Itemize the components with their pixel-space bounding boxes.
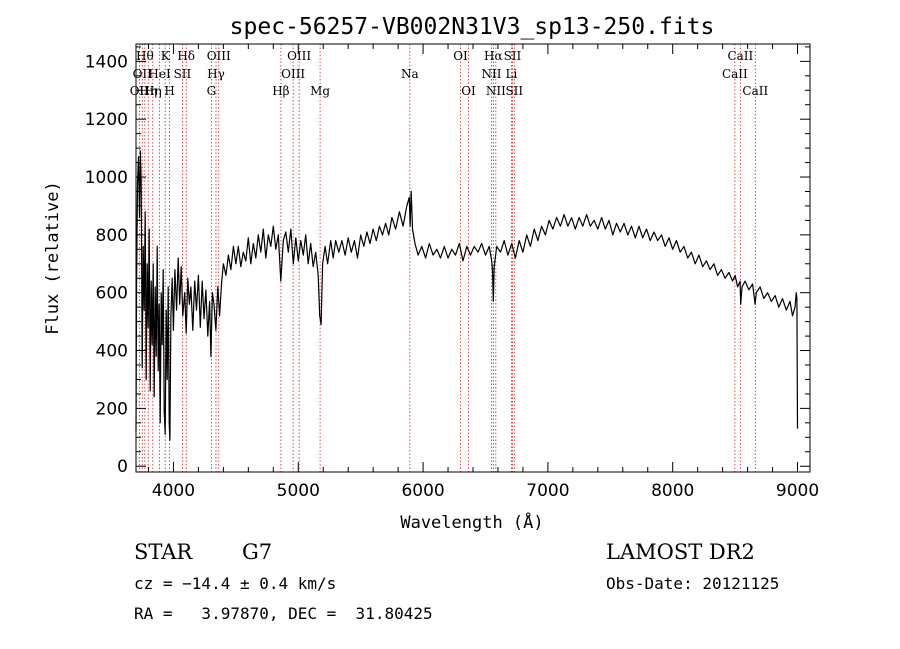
object-class: STAR <box>134 540 193 564</box>
line-marker-label: Hα <box>484 49 503 63</box>
line-marker-label: Hδ <box>177 49 195 63</box>
y-axis-label: Flux (relative) <box>43 181 63 335</box>
x-tick-label: 6000 <box>401 481 444 501</box>
y-tick-label: 1000 <box>85 168 128 188</box>
line-marker-label: Hγ <box>207 67 225 81</box>
line-marker-label: Mg <box>310 84 330 98</box>
coordinates-text: RA = 3.97870, DEC = 31.80425 <box>134 604 433 623</box>
x-tick-label: 9000 <box>776 481 819 501</box>
line-marker-label: SII <box>174 67 192 81</box>
y-tick-label: 1400 <box>85 52 128 72</box>
y-tick-label: 0 <box>117 457 128 477</box>
line-marker-labels: OIIOIIHθHηHηHeIKHSIIHδGHγOIIIHβOIIIOIIIM… <box>130 49 769 98</box>
obs-date: Obs-Date: 20121125 <box>606 574 780 593</box>
axis-ticks <box>136 44 810 472</box>
y-tick-label: 600 <box>96 284 128 304</box>
y-tick-label: 400 <box>96 342 128 362</box>
spectral-subclass: G7 <box>242 540 273 564</box>
chart-title: spec-56257-VB002N31V3_sp13-250.fits <box>230 14 715 40</box>
line-marker-label: NII <box>481 67 501 81</box>
line-marker-label: NII <box>486 84 506 98</box>
line-marker-label: OII <box>133 67 153 81</box>
line-marker-label: K <box>161 49 171 63</box>
y-tick-label: 200 <box>96 399 128 419</box>
line-marker-label: Hθ <box>136 49 154 63</box>
line-marker-label: Hη <box>144 84 162 98</box>
line-marker-label: H <box>164 84 174 98</box>
redshift-text: cz = −14.4 ± 0.4 km/s <box>134 574 337 593</box>
line-marker-label: Li <box>506 67 518 81</box>
x-tick-label: 8000 <box>651 481 694 501</box>
survey-name: LAMOST DR2 <box>606 540 755 564</box>
line-marker-label: SII <box>504 49 522 63</box>
x-tick-label: 5000 <box>277 481 320 501</box>
x-tick-label: 7000 <box>526 481 569 501</box>
spectrum-line <box>135 150 799 441</box>
y-tick-label: 1200 <box>85 110 128 130</box>
line-marker-label: OIII <box>207 49 231 63</box>
tick-labels: 4000 5000 6000 7000 8000 9000 0 200 400 600 800 100… <box>85 52 819 501</box>
spectrum-series <box>135 150 799 441</box>
line-marker-label: OI <box>461 84 476 98</box>
line-marker-label: Hη <box>139 84 157 98</box>
line-marker-label: Hβ <box>272 84 289 98</box>
line-marker-label: CaII <box>722 67 748 81</box>
line-marker-label: OI <box>453 49 468 63</box>
line-marker-label: OIII <box>287 49 311 63</box>
line-marker-label: CaII <box>742 84 768 98</box>
line-marker-label: Na <box>401 67 419 81</box>
line-marker-label: HeI <box>148 67 171 81</box>
y-tick-label: 800 <box>96 226 128 246</box>
line-marker-label: OIII <box>281 67 305 81</box>
line-marker-label: CaII <box>727 49 753 63</box>
line-marker-label: G <box>207 84 217 98</box>
x-tick-label: 4000 <box>152 481 195 501</box>
line-marker-label: OII <box>130 84 150 98</box>
line-marker-label: SII <box>505 84 523 98</box>
x-axis-label: Wavelength (Å) <box>400 511 543 533</box>
